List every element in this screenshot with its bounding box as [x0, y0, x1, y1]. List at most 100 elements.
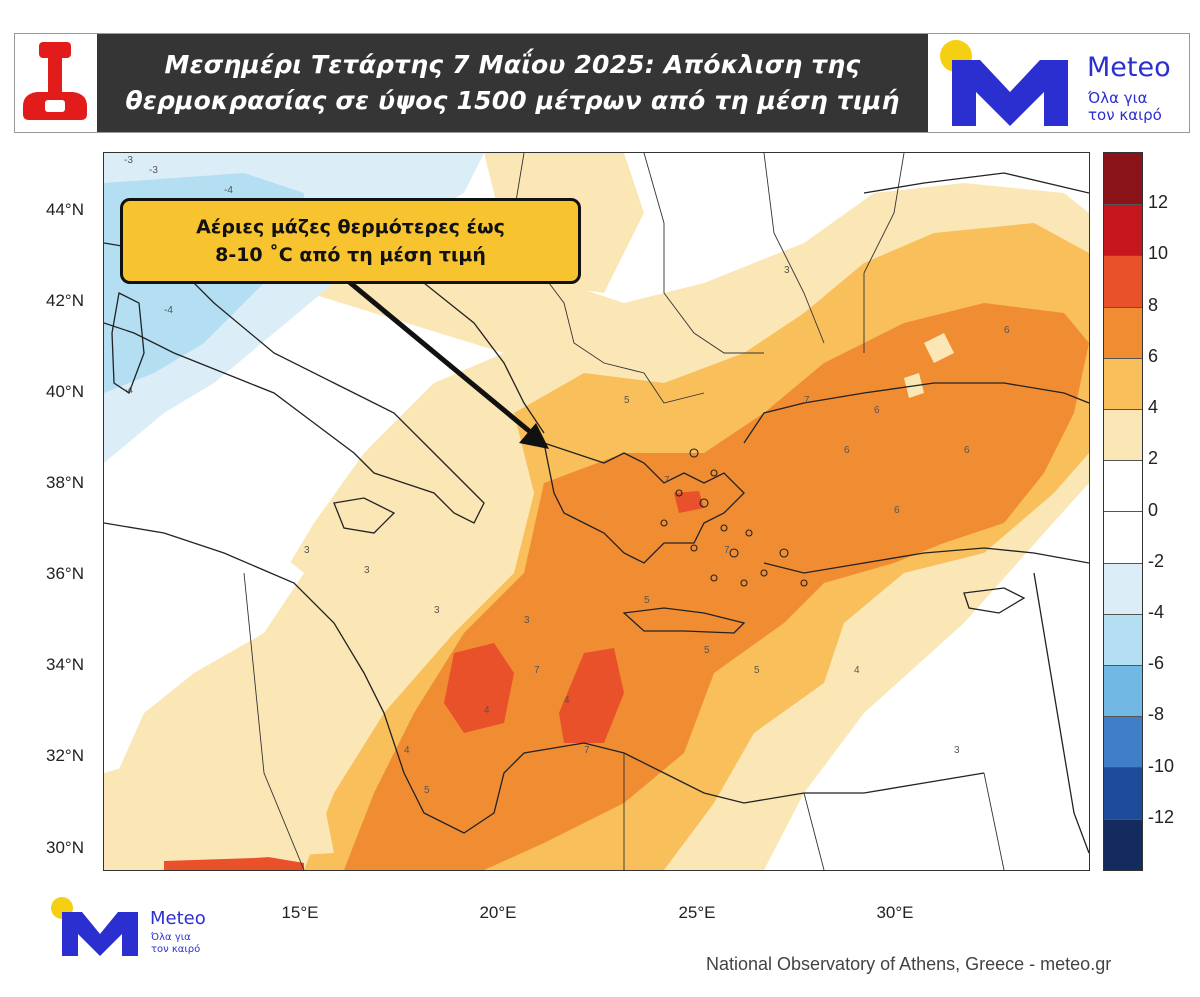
lon-tick-30: 30°E [876, 903, 914, 922]
greece-coast [543, 442, 745, 564]
thermometer-icon [17, 36, 95, 128]
colorbar [1103, 152, 1143, 871]
shade-white-south-east [824, 673, 1089, 870]
meteo-wordmark: Meteo [1087, 52, 1171, 83]
colorbar-label: -2 [1148, 550, 1165, 571]
anomaly-value-label: 6 [894, 505, 900, 516]
m-letter-icon [952, 60, 1068, 126]
m-letter-icon [62, 912, 138, 956]
aegean-islands [660, 448, 808, 587]
colorbar-label: 4 [1148, 397, 1159, 418]
anomaly-value-label: 7 [664, 475, 670, 486]
cyprus-coast [963, 587, 1026, 614]
anomaly-value-label: -4 [224, 185, 233, 196]
colorbar-segment [1104, 204, 1142, 256]
tagline-line-1-bottom: Όλα για [151, 932, 191, 943]
shade-pale-hole-1 [924, 333, 954, 363]
anomaly-value-label: 6 [844, 445, 850, 456]
colorbar-label: -8 [1148, 704, 1165, 725]
coastlines [104, 172, 1089, 854]
colorbar-label: 12 [1148, 192, 1169, 213]
anomaly-value-label: 7 [584, 745, 590, 756]
tagline-line-2-bottom: τον καιρό [151, 943, 201, 955]
anomaly-value-label: 7 [804, 395, 810, 406]
anomaly-value-label: 5 [644, 595, 650, 606]
lat-tick-32: 32°N [46, 746, 84, 765]
colorbar-segment [1104, 153, 1142, 205]
callout-arrow [346, 279, 549, 449]
lat-tick-38: 38°N [46, 473, 84, 492]
levant-coast [1033, 572, 1089, 854]
colorbar-label: 8 [1148, 294, 1159, 315]
anomaly-value-label: 6 [874, 405, 880, 416]
anomaly-value-label: -3 [124, 155, 133, 166]
colorbar-label: -6 [1148, 653, 1165, 674]
colorbar-segment [1104, 255, 1142, 307]
colorbar-segment [1104, 460, 1142, 512]
italy-coast [104, 242, 485, 524]
anomaly-value-label: 3 [784, 265, 790, 276]
shade-8-10-patch-3 [674, 491, 704, 513]
colorbar-segment [1104, 767, 1142, 819]
shade-white-north [644, 153, 864, 263]
sicily-coast [333, 497, 396, 534]
anomaly-value-label: 4 [854, 665, 860, 676]
meteo-logo-top: Meteo Όλα για τον καιρό [932, 34, 1189, 132]
anomaly-value-label: 7 [534, 665, 540, 676]
anomaly-value-label: 5 [424, 785, 430, 796]
colorbar-label: 0 [1148, 499, 1159, 520]
anomaly-value-label: 5 [754, 665, 760, 676]
colorbar-label: 2 [1148, 448, 1159, 469]
colorbar-label: -10 [1148, 755, 1175, 776]
colorbar-label: 10 [1148, 243, 1169, 264]
colorbar-segment [1104, 716, 1142, 768]
title-line-1: Μεσημέρι Τετάρτης 7 Μαΐου 2025: Απόκλιση… [164, 50, 861, 79]
anomaly-value-label: 3 [434, 605, 440, 616]
colorbar-segment [1104, 818, 1142, 870]
lat-tick-36: 36°N [46, 564, 84, 583]
shade-8-10-patch-2 [559, 648, 624, 743]
north-africa-coast [104, 522, 985, 834]
anomaly-value-label: 7 [724, 545, 730, 556]
anomaly-value-label: -4 [124, 385, 133, 396]
colorbar-label: -12 [1148, 806, 1175, 827]
anomaly-value-label: -4 [164, 305, 173, 316]
anomaly-value-label: 3 [954, 745, 960, 756]
title-box: Μεσημέρι Τετάρτης 7 Μαΐου 2025: Απόκλιση… [97, 34, 928, 132]
anomaly-value-label: -3 [149, 165, 158, 176]
turkey-coast [743, 382, 1089, 444]
colorbar-segment [1104, 613, 1142, 666]
colorbar-label: -4 [1148, 601, 1165, 622]
lat-tick-44: 44°N [46, 200, 84, 219]
tagline-line-2: τον καιρό [1088, 106, 1162, 125]
shade-white-south-west [104, 753, 334, 863]
callout-line-1: Αέριες μάζες θερμότερες έως [196, 216, 505, 238]
anomaly-value-label: 5 [704, 645, 710, 656]
anomaly-value-label: 4 [564, 695, 570, 706]
sardinia-coast [111, 292, 145, 394]
lon-tick-15: 15°E [281, 903, 319, 922]
credit-text: National Observatory of Athens, Greece -… [706, 954, 1112, 974]
logo-tagline: Όλα για τον καιρό [1088, 89, 1162, 125]
logo-tagline-bottom: Όλα για τον καιρό [151, 932, 200, 955]
colorbar-segment [1104, 665, 1142, 717]
colorbar-segment [1104, 511, 1142, 563]
anomaly-value-label: 6 [1004, 325, 1010, 336]
crete-coast [622, 607, 746, 634]
colorbar-segment [1104, 357, 1142, 410]
tagline-line-1: Όλα για [1088, 89, 1148, 107]
lat-tick-34: 34°N [46, 655, 84, 674]
colorbar-segment [1104, 306, 1142, 358]
anomaly-value-label: 3 [524, 615, 530, 626]
lon-tick-25: 25°E [678, 903, 716, 922]
anomaly-value-label: 6 [964, 445, 970, 456]
callout-line-2: 8-10 ˚C από τη μέση τιμή [215, 244, 486, 266]
anomaly-value-label: 4 [484, 705, 490, 716]
black-sea-coast [863, 172, 1089, 194]
title-line-2: θερμοκρασίας σε ύψος 1500 μέτρων από τη … [125, 86, 900, 115]
colorbar-segment [1104, 562, 1142, 614]
anomaly-value-label: 5 [624, 395, 630, 406]
colorbar-segment [1104, 409, 1142, 461]
shade-8-10-patch-1 [444, 643, 514, 733]
